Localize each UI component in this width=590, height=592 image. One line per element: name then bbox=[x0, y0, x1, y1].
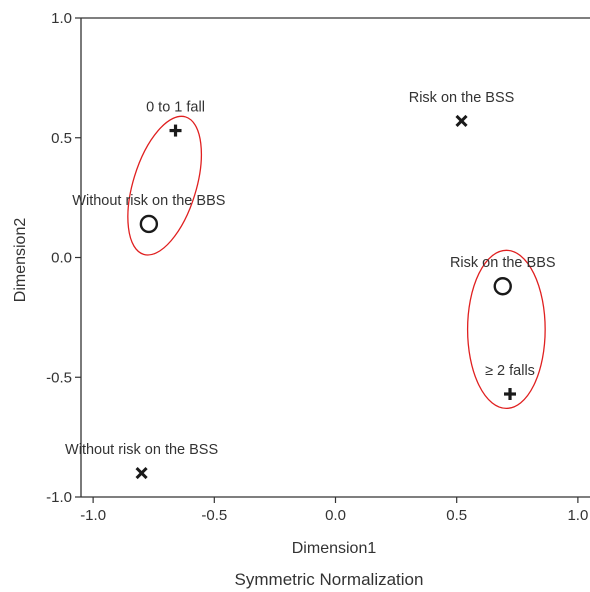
y-tick-label: 0.5 bbox=[51, 130, 72, 147]
circle-marker bbox=[493, 277, 512, 296]
ellipse-annotation bbox=[127, 115, 203, 256]
x-tick-label: -1.0 bbox=[80, 507, 106, 524]
x-tick-label: 0.5 bbox=[446, 507, 467, 524]
x-tick-label: 1.0 bbox=[567, 507, 588, 524]
point-label: Without risk on the BBS bbox=[72, 193, 225, 209]
circle-marker bbox=[139, 214, 159, 234]
y-tick-label: 0.0 bbox=[51, 250, 72, 267]
point-label: 0 to 1 fall bbox=[146, 100, 205, 116]
y-axis-title: Dimension2 bbox=[12, 218, 29, 303]
data-points bbox=[135, 114, 517, 480]
x-tick-label: 0.0 bbox=[325, 507, 346, 524]
ellipse-annotations bbox=[127, 115, 546, 410]
y-tick-label: -1.0 bbox=[46, 489, 72, 506]
x-marker bbox=[455, 114, 468, 128]
y-tick-label: -0.5 bbox=[46, 369, 72, 386]
ellipse-annotation bbox=[466, 249, 546, 410]
point-label: Risk on the BSS bbox=[409, 90, 515, 106]
plus-marker bbox=[504, 388, 517, 401]
point-labels: 0 to 1 fall ≥ 2 falls Without risk on the … bbox=[65, 90, 555, 458]
point-label: Risk on the BBS bbox=[450, 255, 556, 271]
point-label: ≥ 2 falls bbox=[485, 363, 535, 379]
footer-caption: Symmetric Normalization bbox=[235, 570, 424, 589]
y-tick-label: 1.0 bbox=[51, 10, 72, 27]
x-marker bbox=[135, 466, 148, 480]
point-label: Without risk on the BSS bbox=[65, 442, 218, 458]
axes: -1.0 -0.5 0.0 0.5 1.0 1.0 0.5 0.0 -0.5 -1.0 bbox=[46, 10, 590, 524]
x-tick-label: -0.5 bbox=[201, 507, 227, 524]
plus-marker bbox=[169, 124, 182, 137]
x-axis-title: Dimension1 bbox=[292, 540, 377, 557]
